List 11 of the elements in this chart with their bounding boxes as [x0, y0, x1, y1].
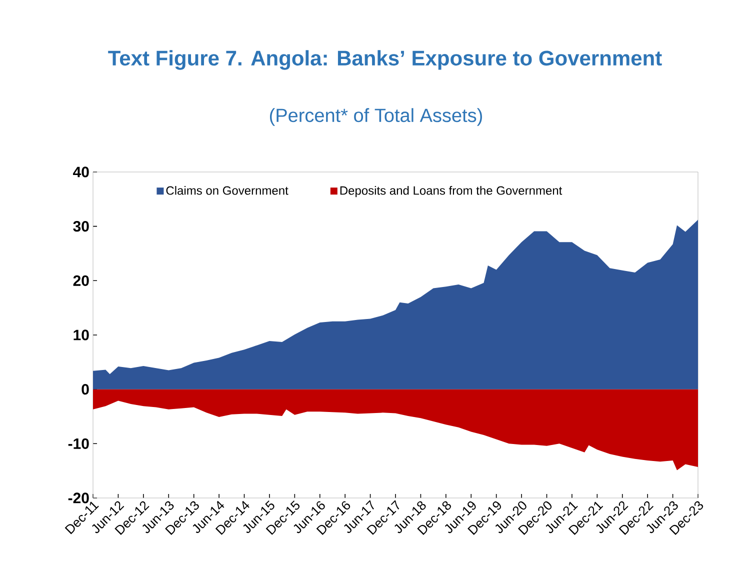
legend-label: Claims on Government: [166, 186, 288, 195]
chart-subtitle: (Percent* of Total Assets): [270, 108, 482, 126]
y-tick-label: 30: [73, 221, 89, 232]
y-tick-label: 40: [73, 166, 89, 178]
y-tick-label: -10: [68, 438, 89, 449]
y-tick-label: -20: [68, 492, 89, 504]
y-tick-label: 20: [73, 275, 89, 286]
chart-title: Text Figure 7. Angola: Banks’ Exposure to Government: [108, 50, 662, 70]
y-tick-label: 0: [82, 384, 89, 395]
legend-label: Deposits and Loans from the Government: [340, 186, 562, 198]
y-tick-label: 10: [74, 330, 89, 340]
